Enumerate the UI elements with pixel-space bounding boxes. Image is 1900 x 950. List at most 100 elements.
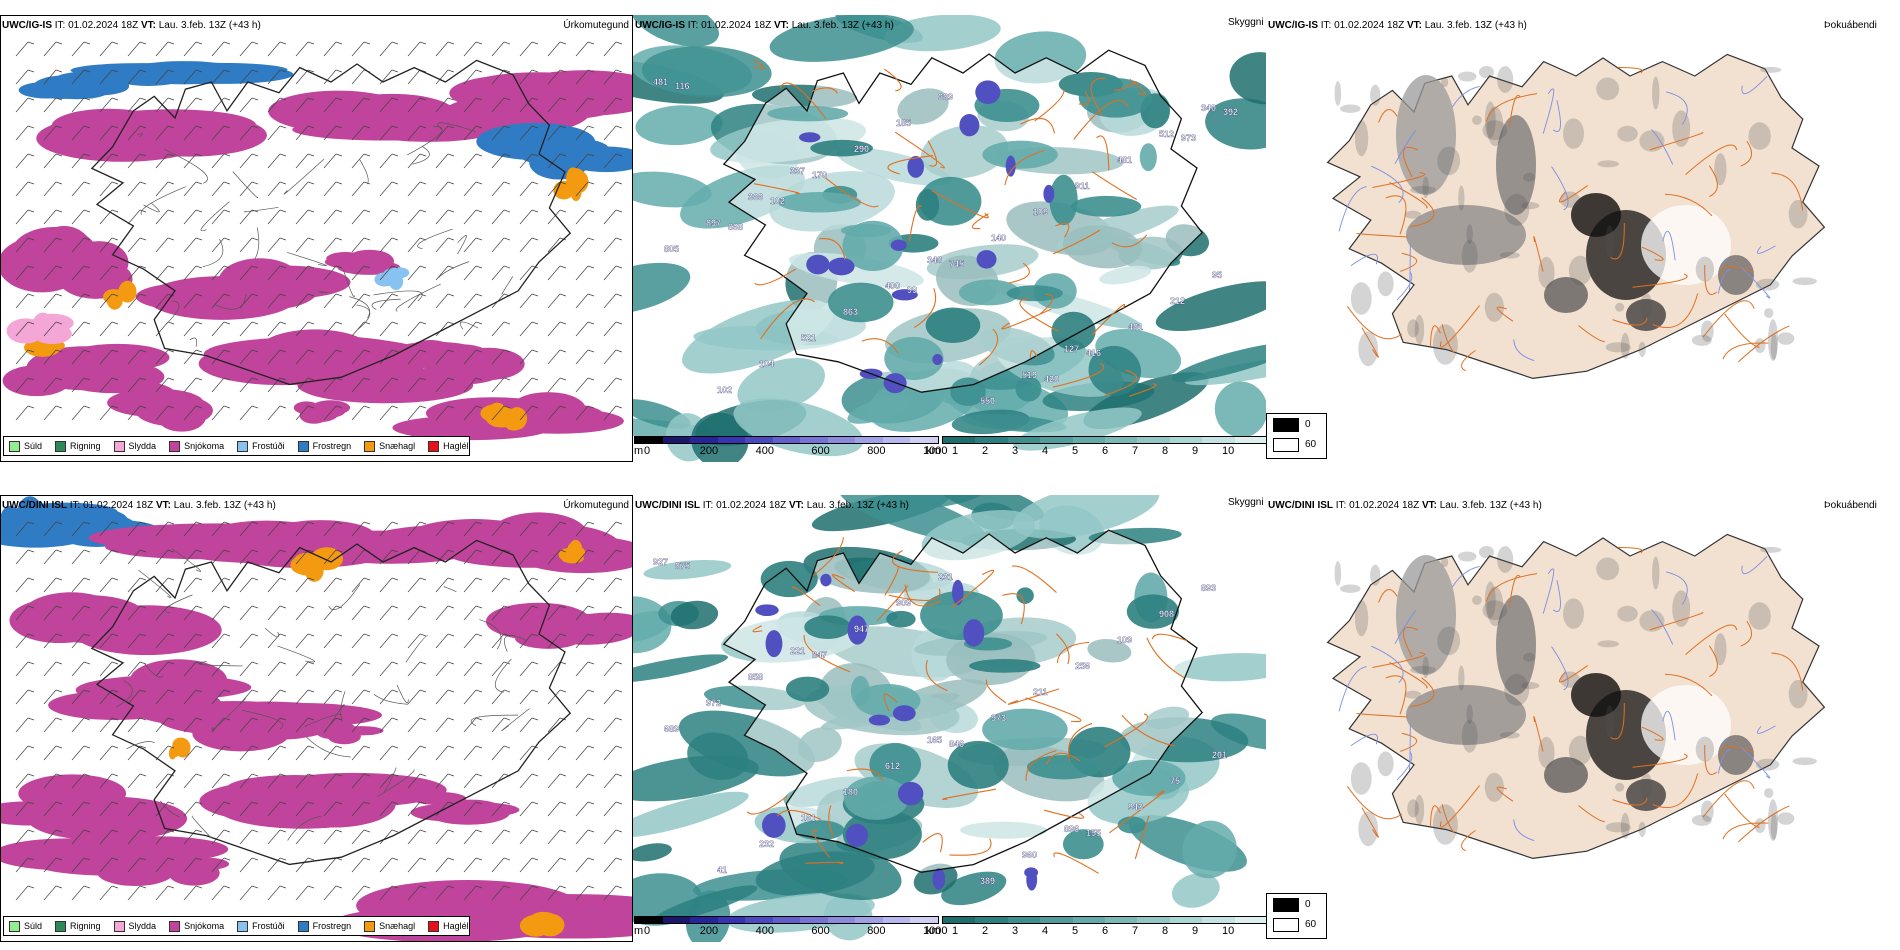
visibility-value-label: 896 xyxy=(1064,824,1079,834)
ceiling-colorbar-top: m 0 200 400 600 800 1000 xyxy=(634,436,947,460)
visibility-value-label: 875 xyxy=(675,561,690,571)
vis-colorbar-tick: 5 xyxy=(1072,445,1079,457)
visibility-value-label: 211 xyxy=(1033,687,1048,697)
visibility-value-label: 689 xyxy=(664,724,679,734)
visibility-value-label: 893 xyxy=(1201,583,1216,593)
ceiling-colorbar-tick: 600 xyxy=(811,445,830,457)
visibility-value-label: 481 xyxy=(1128,322,1143,332)
visibility-value-label: 109 xyxy=(1117,635,1132,645)
visibility-value-label: 550 xyxy=(980,396,995,406)
visibility-value-label: 95 xyxy=(1212,270,1222,280)
vis-colorbar-strip xyxy=(942,436,1268,444)
legend-swatch xyxy=(297,920,309,932)
fog-map-bottom xyxy=(1326,533,1826,860)
visibility-value-label: 221 xyxy=(790,646,805,656)
vis-colorbar-tick: 3 xyxy=(1012,925,1019,937)
visibility-value-label: 155 xyxy=(1086,828,1101,838)
legend-label: Frostúði xyxy=(252,921,285,931)
legend-label: Snjókoma xyxy=(184,921,225,931)
vis-colorbar-tick: 5 xyxy=(1072,925,1079,937)
visibility-value-label: 290 xyxy=(854,144,869,154)
precip-legend-item: Súld xyxy=(9,920,42,932)
visibility-value-label: 909 xyxy=(896,598,911,608)
legend-label: Frostregn xyxy=(312,921,352,931)
visibility-value-label: 366 xyxy=(748,192,763,202)
visibility-value-label: 943 xyxy=(1128,802,1143,812)
visibility-value-label: 973 xyxy=(1181,133,1196,143)
visibility-value-label: 232 xyxy=(759,839,774,849)
legend-label: Snæhagl xyxy=(379,441,416,451)
visibility-value-label: 847 xyxy=(812,650,827,660)
legend-label: Rigning xyxy=(70,441,101,451)
visibility-value-label: 481 xyxy=(1117,155,1132,165)
legend-swatch xyxy=(55,920,67,932)
legend-label: Súld xyxy=(24,441,43,451)
legend-swatch xyxy=(297,440,309,452)
visibility-map-top: 4813373481273403664005195128978635504818… xyxy=(633,15,1266,462)
fog-panel-bottom xyxy=(1266,495,1900,942)
vis-colorbar-tick: 10 xyxy=(1222,445,1235,457)
visibility-value-label: 180 xyxy=(843,787,858,797)
fog-panel-top xyxy=(1266,15,1900,462)
ceiling-colorbar-unit: m xyxy=(634,925,644,937)
legend-swatch xyxy=(9,920,20,932)
title-visibility-top: Skyggni xyxy=(1228,17,1264,28)
legend-label: Haglél xyxy=(443,441,469,451)
precip-map-bottom xyxy=(1,496,632,941)
visibility-value-label: 256 xyxy=(1075,661,1090,671)
visibility-value-label: 75 xyxy=(1170,776,1180,786)
visibility-value-label: 927 xyxy=(653,557,668,567)
vis-colorbar-unit: km xyxy=(926,445,941,457)
fog-map-top xyxy=(1326,53,1826,380)
visibility-value-label: 519 xyxy=(1022,370,1037,380)
title-precip-top: Úrkomutegund xyxy=(563,20,629,31)
vis-colorbar-tick: 8 xyxy=(1162,445,1169,457)
visibility-value-label: 99 xyxy=(907,285,917,295)
visibility-value-label: 972 xyxy=(706,698,721,708)
visibility-value-label: 127 xyxy=(1064,344,1079,354)
legend-label: Slydda xyxy=(128,921,157,931)
precip-type-panel-top: Súld Rigning Slydda Snjókoma Frostúði Frostre… xyxy=(0,15,633,462)
legend-swatch xyxy=(237,440,249,452)
fog-legend-swatch xyxy=(1273,418,1299,432)
visibility-value-label: 392 xyxy=(1223,107,1238,117)
visibility-panel-top: 481 337 348 127 340 366 400 519 512 897 863 550 481 8… xyxy=(633,15,1266,462)
visibility-value-label: 161 xyxy=(801,813,816,823)
precip-legend-bottom: Súld Rigning Slydda Snjókoma Frostúði Frostre… xyxy=(3,916,470,936)
legend-swatch xyxy=(169,440,181,452)
visibility-value-label: 863 xyxy=(843,307,858,317)
precip-legend-item: Rigning xyxy=(55,440,101,452)
vis-colorbar-tick: 7 xyxy=(1132,925,1139,937)
vis-colorbar-tick: 9 xyxy=(1192,445,1199,457)
vis-colorbar-tick: 4 xyxy=(1042,925,1049,937)
legend-swatch xyxy=(113,920,125,932)
visibility-value-label: 973 xyxy=(991,713,1006,723)
fog-legend-label: 60 xyxy=(1305,919,1317,930)
vis-colorbar-tick: 2 xyxy=(982,925,989,937)
visibility-colorbar-top: km 1 2 3 4 5 6 7 8 9 10 xyxy=(926,436,1268,460)
visibility-value-label: 868 xyxy=(728,222,743,232)
ceiling-colorbar-tick: 800 xyxy=(867,925,886,937)
precip-legend-top: Súld Rigning Slydda Snjókoma Frostúði Frostre… xyxy=(3,436,470,456)
legend-label: Frostúði xyxy=(252,441,285,451)
vis-colorbar-strip xyxy=(942,916,1268,924)
precip-type-panel-bottom: Súld Rigning Slydda Snjókoma Frostúði Frostre… xyxy=(0,495,633,942)
visibility-value-label: 212 xyxy=(1170,296,1185,306)
precip-legend-item: Rigning xyxy=(55,920,101,932)
ceiling-colorbar-tick: 800 xyxy=(867,445,886,457)
visibility-value-label: 846 xyxy=(949,739,964,749)
header-visibility-bottom: UWC/DINI ISL IT: 01.02.2024 18Z VT: Lau.… xyxy=(635,500,909,511)
fog-legend-swatch xyxy=(1273,438,1299,452)
legend-label: Slydda xyxy=(128,441,157,451)
precip-legend-item: Snjókoma xyxy=(169,920,225,932)
vis-colorbar-tick: 8 xyxy=(1162,925,1169,937)
visibility-value-label: 612 xyxy=(885,761,900,771)
visibility-panel-bottom: 927 221 165 896 893 858 612 960 908 972 180 389 109 6… xyxy=(633,495,1266,942)
visibility-value-label: 911 xyxy=(1075,181,1090,191)
visibility-value-label: 104 xyxy=(759,359,774,369)
visibility-value-label: 337 xyxy=(790,166,805,176)
visibility-value-label: 116 xyxy=(675,81,690,91)
header-visibility-top: UWC/IG-IS IT: 01.02.2024 18Z VT: Lau. 3.… xyxy=(635,20,894,31)
precip-legend-item: Slydda xyxy=(113,920,157,932)
vis-colorbar-tick: 7 xyxy=(1132,445,1139,457)
